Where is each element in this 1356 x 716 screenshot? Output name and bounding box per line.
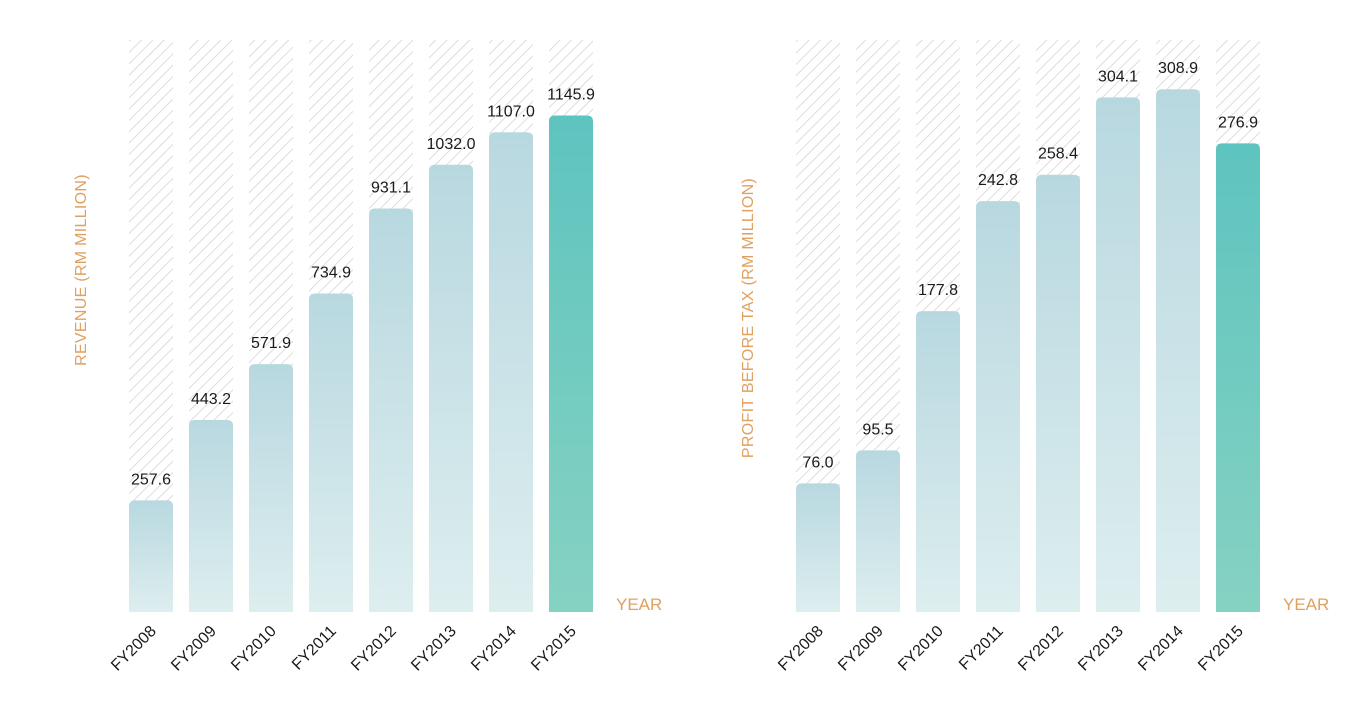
value-label: 931.1	[371, 180, 411, 197]
revenue-chart: 257.6 FY2008 443.2 FY2009 571.9 FY2010 734.9 FY…	[73, 40, 662, 674]
x-tick-label: FY2008	[108, 623, 160, 675]
value-label: 1032.0	[427, 136, 476, 153]
x-axis-label: YEAR	[616, 595, 662, 614]
bar	[309, 293, 353, 612]
bar	[1036, 174, 1080, 612]
bar-highlight	[549, 115, 593, 613]
bar	[429, 164, 473, 613]
value-label: 1107.0	[487, 103, 535, 120]
value-label: 443.2	[191, 391, 231, 408]
profit-before-tax-chart: 76.0 FY2008 95.5 FY2009 177.8 FY2010 242.8 FY20…	[740, 40, 1329, 674]
x-tick-label: FY2015	[528, 623, 580, 675]
x-tick-label: FY2009	[168, 623, 220, 675]
bar	[1096, 97, 1140, 612]
value-label: 258.4	[1038, 146, 1078, 163]
y-axis-label: REVENUE (RM MILLION)	[73, 174, 90, 366]
x-tick-label: FY2008	[775, 623, 827, 675]
x-tick-label: FY2011	[956, 623, 1007, 674]
x-tick-label: FY2013	[1075, 623, 1127, 675]
bar	[976, 201, 1020, 612]
x-tick-label: FY2010	[895, 623, 947, 675]
value-label: 177.8	[918, 282, 958, 299]
bar	[856, 450, 900, 612]
value-label: 734.9	[311, 265, 351, 282]
x-tick-label: FY2011	[289, 623, 340, 674]
value-label: 257.6	[131, 471, 171, 488]
value-label: 308.9	[1158, 60, 1198, 77]
x-tick-label: FY2012	[1015, 623, 1067, 675]
bar	[129, 500, 173, 612]
x-tick-label: FY2014	[1135, 623, 1187, 675]
x-tick-label: FY2014	[468, 623, 520, 675]
bar	[369, 208, 413, 613]
value-label: 242.8	[978, 172, 1018, 189]
bar	[489, 132, 533, 613]
value-label: 304.1	[1098, 68, 1138, 85]
value-label: 571.9	[251, 335, 291, 352]
value-label: 76.0	[802, 454, 833, 471]
x-tick-label: FY2015	[1195, 623, 1247, 675]
x-tick-label: FY2013	[408, 623, 460, 675]
bar	[796, 483, 840, 612]
bar	[1156, 89, 1200, 612]
bar	[916, 311, 960, 612]
x-tick-label: FY2010	[228, 623, 280, 675]
value-label: 95.5	[862, 421, 893, 438]
bar-highlight	[1216, 143, 1260, 612]
bar	[249, 364, 293, 612]
value-label: 1145.9	[547, 86, 595, 103]
y-axis-label: PROFIT BEFORE TAX (RM MILLION)	[740, 178, 757, 458]
x-axis-label: YEAR	[1283, 595, 1329, 614]
bar	[189, 419, 233, 612]
x-tick-label: FY2012	[348, 623, 400, 675]
value-label: 276.9	[1218, 114, 1258, 131]
x-tick-label: FY2009	[835, 623, 887, 675]
